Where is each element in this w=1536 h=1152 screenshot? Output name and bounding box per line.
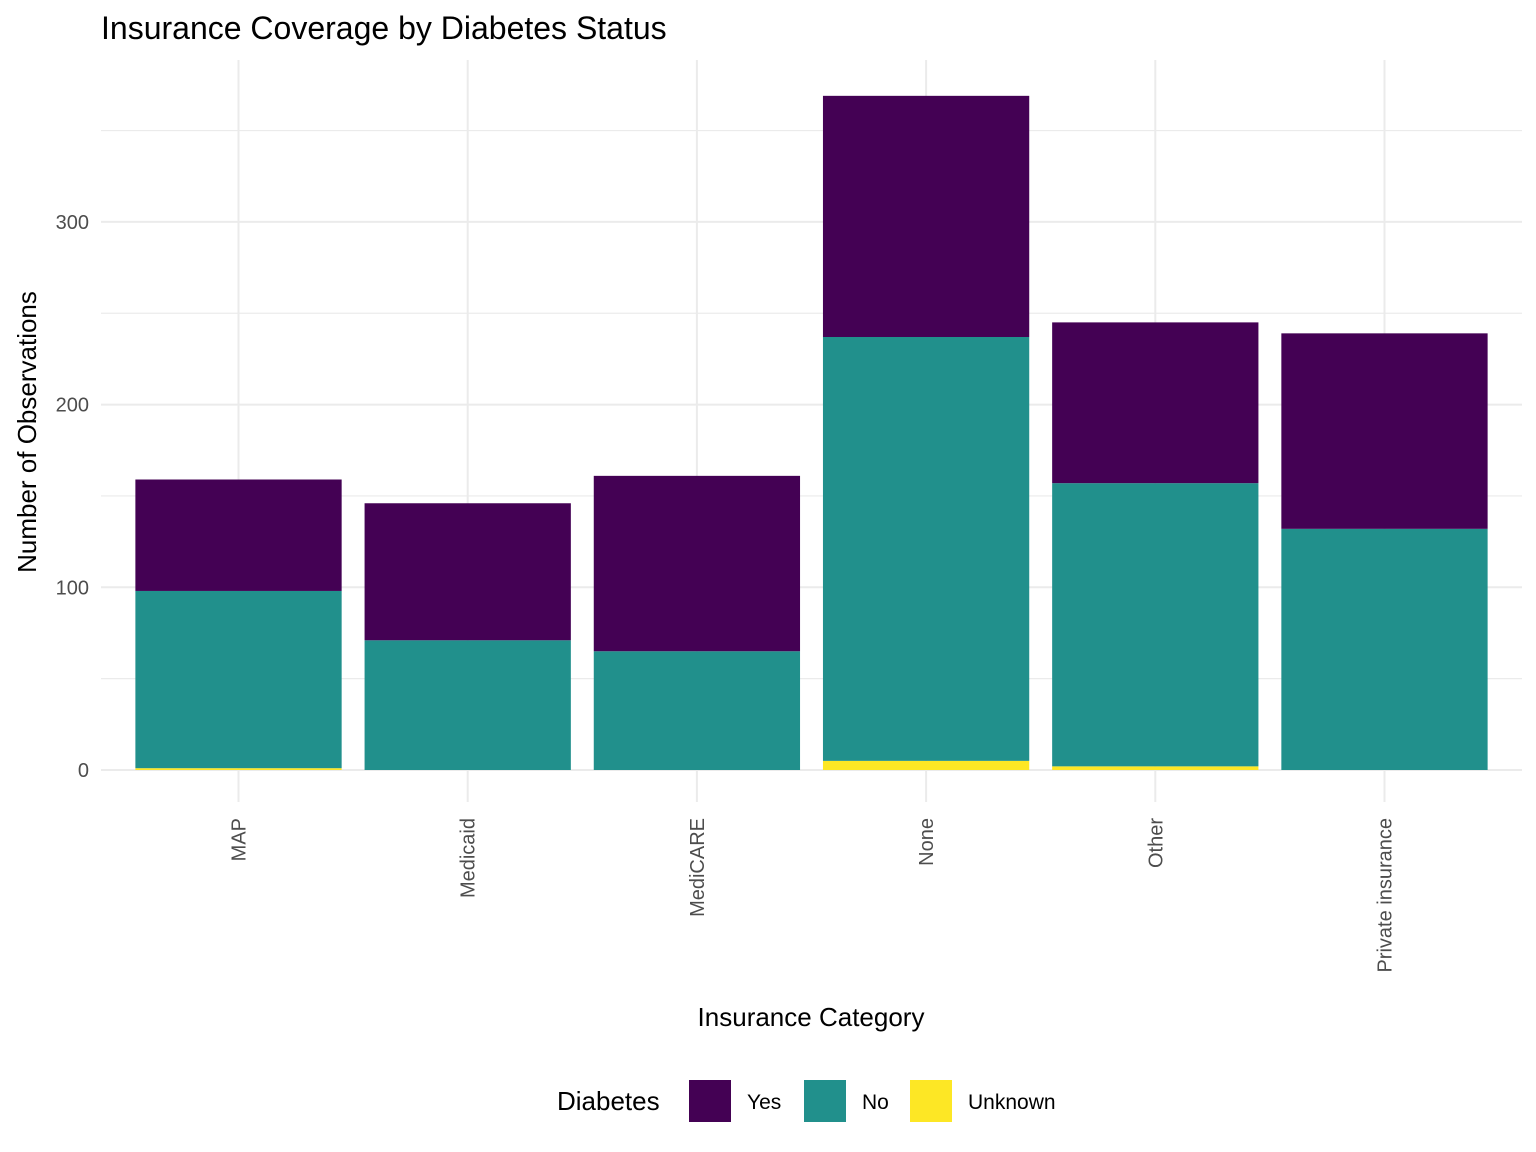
- bar-segment-unknown: [1052, 766, 1259, 770]
- bar-segment-yes: [364, 503, 571, 641]
- x-axis: MAP Medicaid MediCARE None Other Private insu…: [229, 818, 1397, 973]
- legend-title: Diabetes: [557, 1086, 660, 1116]
- y-tick-label: 300: [56, 212, 89, 234]
- bar-segment-no: [822, 337, 1030, 761]
- y-tick-label: 0: [78, 760, 89, 782]
- y-axis-title: Number of Observations: [12, 291, 42, 573]
- x-tick-label: Private insurance: [1374, 818, 1396, 973]
- bar-segment-unknown: [822, 760, 1030, 770]
- legend-key-no: [804, 1080, 846, 1122]
- legend-label-yes: Yes: [747, 1091, 781, 1114]
- legend-key-yes: [689, 1080, 731, 1122]
- x-tick-label: Medicaid: [458, 818, 480, 898]
- y-tick-label: 200: [56, 395, 89, 417]
- legend-label-unknown: Unknown: [968, 1091, 1056, 1114]
- bar-segment-yes: [593, 475, 801, 652]
- bar-segment-yes: [822, 95, 1030, 338]
- legend: Diabetes Yes No Unknown: [557, 1080, 1056, 1122]
- x-axis-title: Insurance Category: [698, 1002, 925, 1032]
- bar-segment-no: [135, 590, 342, 769]
- bar-segment-yes: [1281, 333, 1488, 529]
- bar-segment-unknown: [135, 768, 342, 770]
- legend-key-unknown: [910, 1080, 952, 1122]
- y-axis: 0 100 200 300: [56, 212, 89, 782]
- x-tick-label: Other: [1145, 818, 1167, 868]
- bar-segment-yes: [135, 479, 342, 591]
- y-tick-label: 100: [56, 577, 89, 599]
- x-tick-label: None: [916, 818, 938, 866]
- bar-segment-no: [593, 651, 801, 770]
- bar-segment-no: [1052, 483, 1259, 767]
- bar-segment-no: [1281, 528, 1488, 770]
- bar-segment-yes: [1052, 322, 1259, 484]
- bar-segment-no: [364, 640, 571, 770]
- legend-label-no: No: [862, 1091, 889, 1114]
- bars-layer: [135, 95, 1488, 770]
- chart-title: Insurance Coverage by Diabetes Status: [101, 10, 667, 46]
- x-tick-label: MediCARE: [687, 818, 709, 917]
- x-tick-label: MAP: [229, 818, 251, 861]
